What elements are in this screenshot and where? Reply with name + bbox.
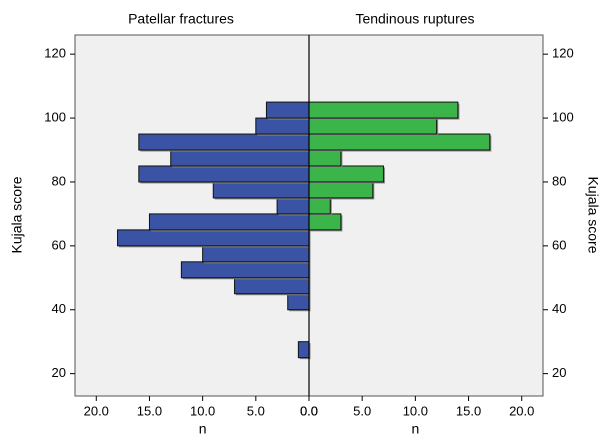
bar [308, 101, 459, 119]
y-tick-label: 100 [44, 109, 66, 124]
bar [170, 149, 310, 167]
y2-tick-label: 60 [552, 237, 566, 252]
y2-tick-label: 120 [552, 46, 574, 61]
y2-tick-label: 100 [552, 109, 574, 124]
x-tick-label: 15.0 [137, 403, 162, 418]
y2-tick-label: 20 [552, 365, 566, 380]
bar [212, 181, 310, 199]
bar [255, 117, 310, 135]
x-tick-label: 0.0 [300, 403, 318, 418]
series-title: Patellar fractures [128, 11, 234, 27]
y-tick-label: 60 [52, 237, 66, 252]
bar [308, 133, 491, 151]
y-tick-label: 80 [52, 173, 66, 188]
bar [234, 277, 310, 295]
bar [308, 117, 438, 135]
bar [308, 213, 342, 231]
bar [308, 165, 384, 183]
y2-tick-label: 40 [552, 301, 566, 316]
bar [308, 149, 342, 167]
x-tick-label: 20.0 [84, 403, 109, 418]
x-tick-label: 20.0 [509, 403, 534, 418]
bar [276, 197, 310, 215]
bar [138, 165, 310, 183]
bar [138, 133, 310, 151]
y-axis-label: Kujala score [9, 176, 25, 253]
x-tick-label: 5.0 [353, 403, 371, 418]
x-tick-label: 5.0 [247, 403, 265, 418]
y-tick-label: 120 [44, 46, 66, 61]
bar [308, 197, 331, 215]
y2-axis-label: Kujala score [585, 176, 601, 253]
bar [117, 229, 310, 247]
x-tick-label: 10.0 [403, 403, 428, 418]
bar [148, 213, 310, 231]
bar [265, 101, 310, 119]
y2-tick-label: 80 [552, 173, 566, 188]
bar [297, 341, 310, 359]
x-tick-label: 15.0 [456, 403, 481, 418]
x-tick-label: 10.0 [190, 403, 215, 418]
y-tick-label: 40 [52, 301, 66, 316]
x-axis-label: n [411, 421, 419, 437]
y-tick-label: 20 [52, 365, 66, 380]
bar [180, 261, 310, 279]
series-title: Tendinous ruptures [355, 11, 474, 27]
x-axis-label: n [199, 421, 207, 437]
x-tick-label: 0.0 [300, 403, 318, 418]
bar [287, 293, 310, 311]
bar [308, 181, 374, 199]
bar [202, 245, 310, 263]
